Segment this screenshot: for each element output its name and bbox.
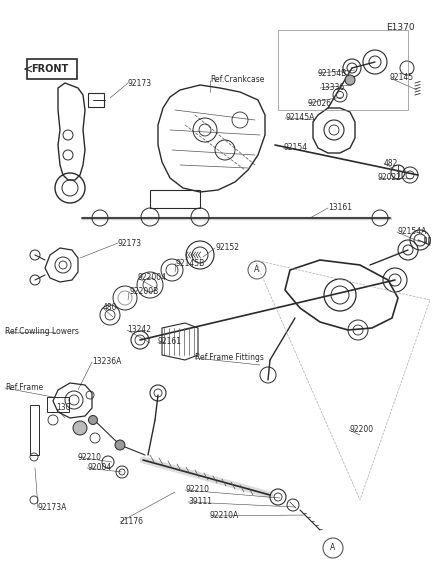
Bar bbox=[278, 30, 408, 110]
Text: 480: 480 bbox=[103, 304, 117, 312]
Text: 13242: 13242 bbox=[127, 325, 151, 335]
Text: 92004: 92004 bbox=[87, 464, 111, 473]
Text: 13236A: 13236A bbox=[92, 358, 121, 367]
Text: 92200: 92200 bbox=[349, 426, 373, 434]
Text: 92173: 92173 bbox=[128, 79, 152, 88]
Text: 92210: 92210 bbox=[78, 453, 102, 461]
Text: 13336: 13336 bbox=[320, 84, 344, 92]
Text: 92152: 92152 bbox=[215, 244, 239, 253]
Text: 92145: 92145 bbox=[390, 73, 414, 83]
Text: 92210: 92210 bbox=[185, 485, 209, 494]
Text: 130: 130 bbox=[56, 403, 71, 413]
Text: 92145B: 92145B bbox=[176, 258, 205, 268]
Text: 92022: 92022 bbox=[378, 174, 402, 182]
Bar bbox=[30, 405, 39, 455]
Text: 92026: 92026 bbox=[308, 99, 332, 108]
Text: A: A bbox=[330, 544, 336, 552]
Text: 482: 482 bbox=[384, 159, 399, 167]
Circle shape bbox=[73, 421, 87, 435]
Circle shape bbox=[88, 415, 98, 425]
Circle shape bbox=[345, 75, 355, 85]
Text: 92154B: 92154B bbox=[318, 69, 347, 77]
Text: 92200B: 92200B bbox=[129, 288, 158, 296]
Text: 13161: 13161 bbox=[328, 203, 352, 213]
Text: 92210A: 92210A bbox=[210, 512, 239, 520]
Text: Ref.Frame: Ref.Frame bbox=[5, 383, 43, 393]
Text: 92173: 92173 bbox=[118, 238, 142, 248]
Text: 92173A: 92173A bbox=[38, 504, 67, 512]
Text: 21176: 21176 bbox=[120, 517, 144, 527]
Text: 92145A: 92145A bbox=[285, 113, 314, 123]
Text: 92154A: 92154A bbox=[397, 227, 426, 237]
Text: 92154: 92154 bbox=[283, 143, 307, 152]
Text: 922004: 922004 bbox=[138, 273, 167, 282]
Text: 92161: 92161 bbox=[157, 337, 181, 347]
Bar bbox=[88, 93, 104, 107]
Text: Ref.Crankcase: Ref.Crankcase bbox=[210, 76, 265, 84]
Text: Ref.Cowling Lowers: Ref.Cowling Lowers bbox=[5, 328, 79, 336]
Text: Ref.Frame Fittings: Ref.Frame Fittings bbox=[195, 354, 264, 363]
Text: A: A bbox=[254, 265, 260, 274]
Bar bbox=[47, 397, 69, 412]
Text: E1370: E1370 bbox=[386, 23, 415, 33]
FancyBboxPatch shape bbox=[27, 59, 77, 79]
Text: 39111: 39111 bbox=[188, 497, 212, 507]
Text: FRONT: FRONT bbox=[32, 64, 69, 74]
Circle shape bbox=[115, 440, 125, 450]
Bar bbox=[150, 190, 200, 208]
